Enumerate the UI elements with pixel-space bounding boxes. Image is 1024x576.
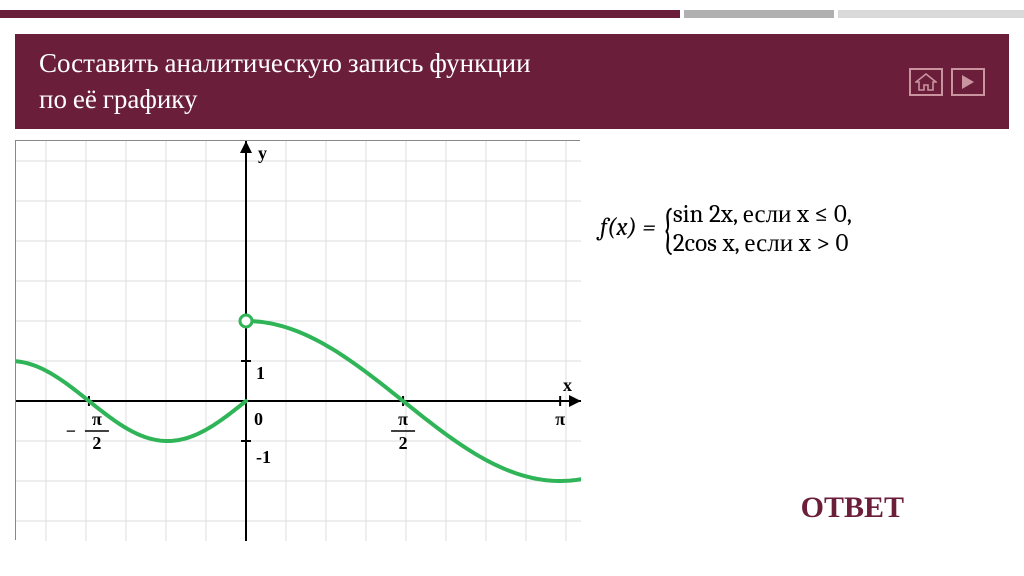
- svg-text:π: π: [555, 409, 565, 429]
- plot-svg: yx1-1− ππ2−0π2π3π2: [16, 141, 581, 541]
- home-icon[interactable]: [909, 68, 943, 96]
- bar-1: [0, 10, 680, 18]
- answer-label: ОТВЕТ: [801, 490, 904, 525]
- svg-text:x: x: [563, 375, 572, 395]
- svg-text:2: 2: [399, 433, 408, 453]
- function-chart: yx1-1− ππ2−0π2π3π2: [15, 140, 580, 540]
- play-icon[interactable]: [951, 68, 985, 96]
- formula-case-1: sin 2x, если x ≤ 0,: [673, 200, 852, 229]
- svg-text:π: π: [398, 409, 408, 429]
- svg-text:1: 1: [256, 363, 265, 383]
- brace-icon: {: [662, 204, 674, 254]
- slide-title-block: Составить аналитическую запись функции п…: [15, 34, 1009, 129]
- bar-3: [838, 10, 1024, 18]
- svg-text:−: −: [66, 421, 76, 441]
- svg-text:0: 0: [254, 409, 263, 429]
- formula-case-2: 2cos x, если x > 0: [673, 229, 852, 258]
- title-line-2: по её графику: [39, 84, 198, 115]
- decorative-top-bars: [0, 10, 1024, 18]
- formula-lhs: f(x) =: [600, 213, 661, 242]
- svg-text:y: y: [258, 143, 267, 163]
- title-line-1: Составить аналитическую запись функции: [39, 48, 531, 79]
- nav-icons: [909, 68, 985, 96]
- svg-text:2: 2: [92, 433, 101, 453]
- slide-title: Составить аналитическую запись функции п…: [39, 46, 531, 116]
- answer-formula: f(x) = { sin 2x, если x ≤ 0, 2cos x, есл…: [600, 200, 1010, 258]
- bar-2: [684, 10, 834, 18]
- svg-text:-1: -1: [256, 447, 271, 467]
